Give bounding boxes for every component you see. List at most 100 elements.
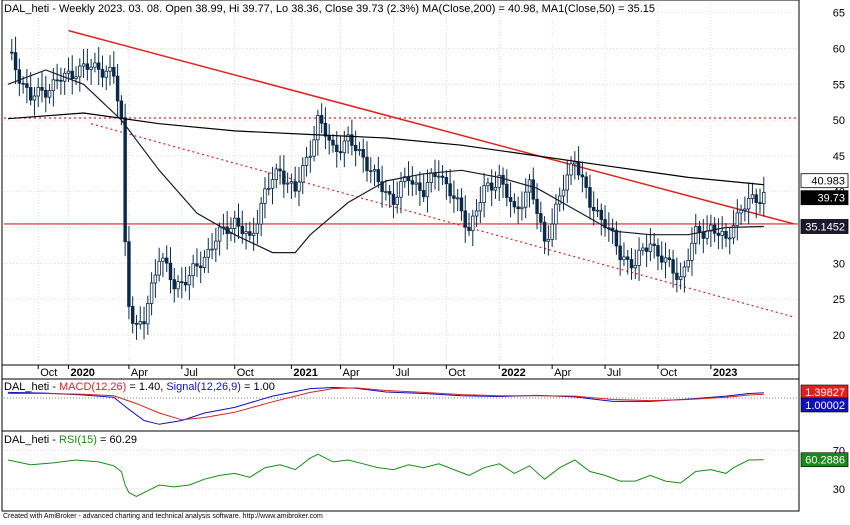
candle-body [539, 213, 543, 223]
candle-body [323, 122, 328, 137]
candle-body [248, 231, 252, 236]
candle-body [293, 181, 297, 192]
candle-body [437, 175, 441, 178]
candle-body [531, 179, 535, 200]
candle-body [180, 281, 184, 284]
macd-tag-box [800, 397, 849, 413]
candle-body [301, 165, 305, 183]
candle-body [255, 223, 260, 234]
candle-body [584, 176, 588, 188]
rsi-tags: 60.2886 [800, 452, 849, 468]
candle-body [361, 149, 365, 158]
price-tag-40.983: 40.983 [811, 176, 845, 188]
rsi-grid [4, 450, 798, 490]
macd-title: DAL_heti - MACD(12,26) = 1.40, Signal(12… [4, 381, 275, 393]
candle-body [278, 168, 282, 172]
candle-body [410, 180, 415, 185]
rsi-tag-box [800, 452, 849, 468]
candle-body [709, 224, 713, 232]
candle-body [191, 263, 195, 277]
price-tick-50: 50 [833, 115, 845, 127]
main-pane: 20253035404550556065 40.98339.7335.1452 … [1, 0, 849, 366]
candle-body [471, 215, 475, 232]
candle-body [304, 156, 309, 166]
footer-credit: Created with AmiBroker - advanced charti… [3, 513, 323, 520]
candle-body [274, 168, 279, 180]
candle-body [739, 209, 743, 214]
candle-body [663, 257, 668, 263]
candle-body [603, 219, 607, 229]
candle-body [10, 51, 14, 54]
candle-body [444, 177, 449, 185]
candle-body [414, 182, 418, 185]
x-tick-Apr: Apr [554, 367, 571, 379]
candle-body [282, 170, 286, 185]
candle-body [81, 63, 86, 67]
candle-body [622, 256, 626, 261]
candle-body [229, 228, 233, 234]
candle-body [580, 174, 585, 178]
x-tick-Jul: Jul [607, 367, 621, 379]
x-tick-2023: 2023 [713, 367, 737, 379]
candle-body [157, 260, 161, 276]
candle-body [44, 89, 48, 98]
candle-body [289, 181, 294, 184]
candle-body [202, 256, 207, 269]
ma200-line [7, 112, 764, 186]
rsi-line [7, 453, 764, 498]
candle-body [104, 70, 108, 78]
candle-body [270, 179, 275, 189]
rsi-tick-30: 30 [833, 484, 845, 496]
candle-body [172, 279, 176, 290]
candle-body [421, 190, 426, 198]
candle-body [641, 247, 645, 251]
candle-body [66, 70, 71, 74]
candle-body [489, 182, 494, 191]
price-tick-25: 25 [833, 294, 845, 306]
candle-body [138, 321, 142, 325]
candle-body [505, 183, 509, 198]
candle-body [153, 274, 158, 284]
x-tick-2022: 2022 [501, 367, 525, 379]
macd-tag-1.39827: 1.39827 [805, 387, 845, 399]
signal-value: = 1.00 [241, 381, 275, 393]
macd-label: MACD(12,26) [59, 381, 126, 393]
candle-body [546, 238, 551, 242]
candle-body [335, 144, 339, 152]
candle-body [694, 226, 698, 244]
candle-body [308, 155, 313, 158]
candle-body [425, 182, 430, 198]
x-tick-Jul: Jul [184, 367, 198, 379]
candle-body [267, 187, 271, 190]
candle-body [716, 232, 721, 236]
candle-body [164, 257, 169, 264]
rsi-label: RSI(15) [59, 434, 97, 446]
rsi-value: = 60.29 [97, 434, 137, 446]
candle-body [399, 181, 403, 198]
candle-body [127, 241, 131, 307]
candle-body [183, 282, 188, 286]
candle-body [78, 65, 82, 78]
price-tick-55: 55 [833, 79, 845, 91]
price-tag-box [800, 219, 849, 234]
upper-trendline [68, 29, 795, 225]
candle-body [671, 259, 675, 274]
rsi-prefix: DAL_heti - [4, 434, 59, 446]
candle-body [206, 248, 211, 258]
candle-body [380, 181, 384, 193]
candle-body [217, 226, 222, 242]
candle-body [240, 225, 245, 235]
candle-body [731, 225, 736, 239]
candle-body [452, 195, 456, 199]
macd-prefix: DAL_heti - [4, 381, 59, 393]
candle-body [25, 83, 29, 88]
candle-body [233, 217, 237, 229]
candle-body [93, 62, 97, 68]
signal-line [8, 387, 764, 421]
x-tick-Jul: Jul [395, 367, 409, 379]
candle-body [36, 86, 40, 97]
candle-body [331, 139, 335, 146]
candle-body [85, 63, 90, 70]
candle-body [682, 266, 687, 278]
